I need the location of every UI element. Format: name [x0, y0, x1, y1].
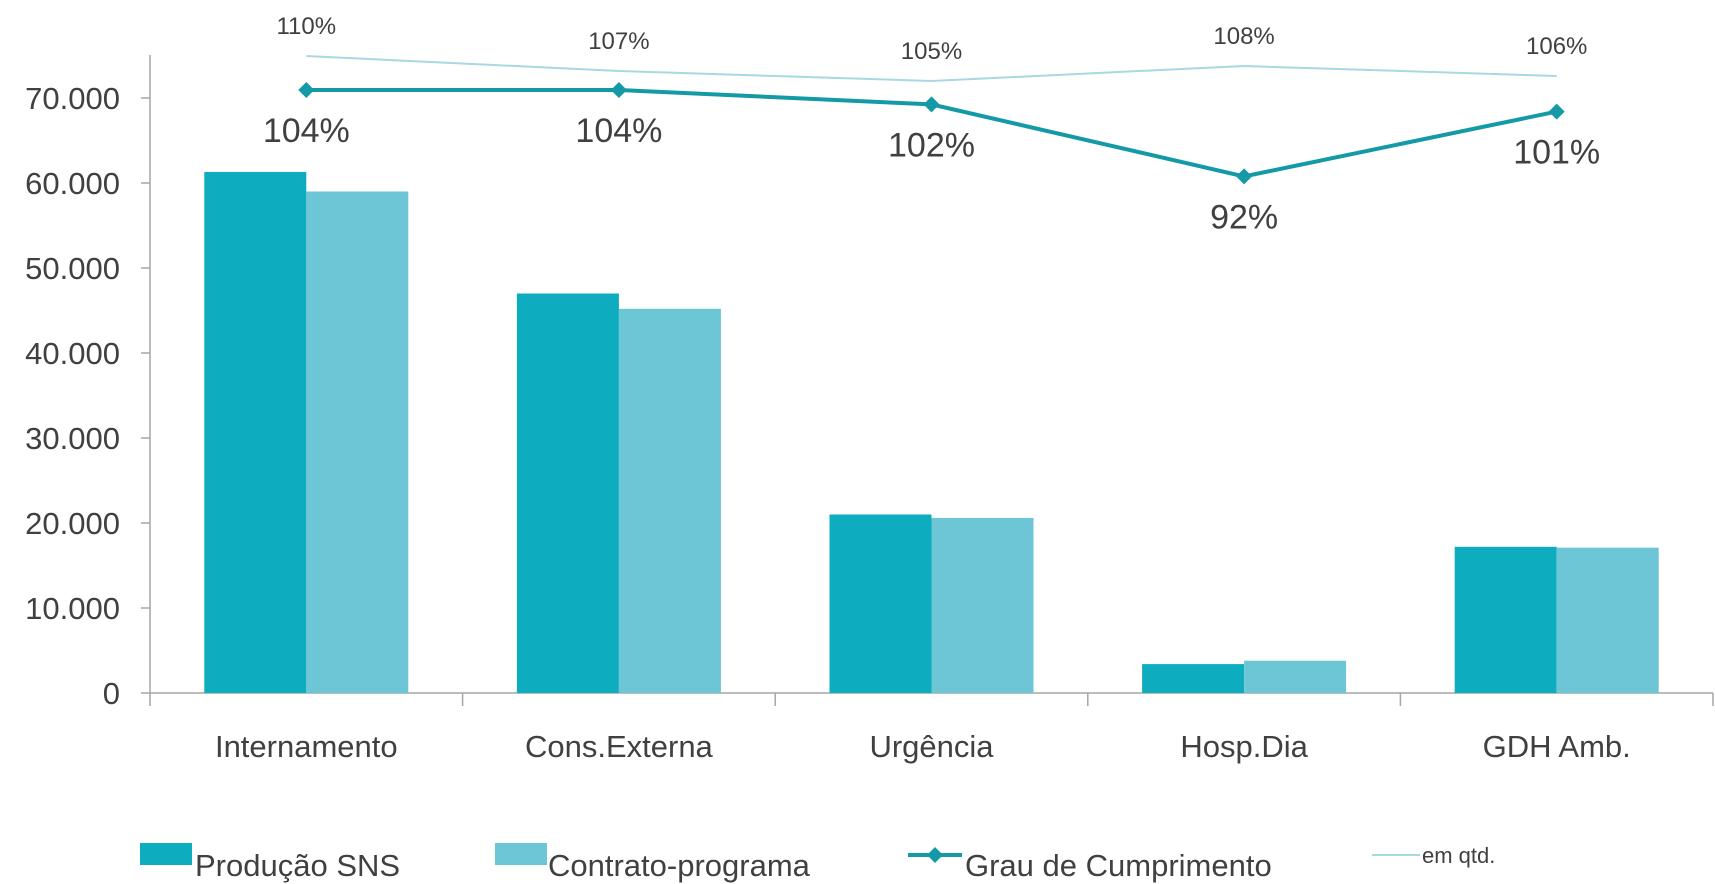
bar	[1244, 660, 1347, 693]
legend-label-grau: Grau de Cumprimento	[965, 848, 1272, 883]
line-point	[1548, 103, 1565, 120]
grau-label: 92%	[1210, 198, 1278, 236]
bar	[306, 191, 409, 693]
legend-label-em-qtd: em qtd.	[1422, 843, 1495, 868]
x-tick-label: GDH Amb.	[1483, 729, 1631, 764]
line-point	[1236, 168, 1253, 185]
y-tick-label: 70.000	[25, 81, 120, 116]
bars	[204, 171, 1659, 693]
y-tick-label: 60.000	[25, 166, 120, 201]
line-em-qtd	[306, 55, 1557, 83]
bar	[204, 171, 307, 693]
legend-marker-grau	[927, 847, 943, 863]
grau-label: 104%	[263, 112, 350, 150]
y-tick-label: 0	[103, 676, 120, 711]
bar	[829, 514, 932, 693]
x-tick-label: Internamento	[215, 729, 398, 764]
line-point	[923, 96, 940, 113]
grau-label: 101%	[1513, 134, 1600, 172]
em-qtd-label: 110%	[276, 13, 336, 40]
y-tick-label: 50.000	[25, 251, 120, 286]
legend-swatch-producao	[140, 843, 192, 865]
bar	[931, 517, 1034, 693]
legend-swatch-contrato	[495, 843, 547, 865]
bar	[516, 293, 619, 693]
legend: Produção SNS Contrato-programa Grau de Cum…	[140, 843, 1495, 883]
lines: 110% 107% 105% 108% 106% 104% 104% 102% 92% 101%	[263, 13, 1600, 236]
bar	[618, 308, 721, 693]
axes: 0 10.000 20.000 30.000 40.000 50.000 60.000 70.…	[25, 55, 1714, 764]
y-tick-label: 40.000	[25, 336, 120, 371]
em-qtd-label: 105%	[901, 38, 962, 65]
grau-label: 102%	[888, 126, 975, 164]
y-tick-label: 10.000	[25, 591, 120, 626]
em-qtd-label: 106%	[1526, 33, 1587, 60]
legend-label-contrato: Contrato-programa	[548, 848, 811, 883]
line-point	[298, 82, 315, 98]
legend-label-producao: Produção SNS	[195, 848, 400, 883]
grau-label: 104%	[575, 112, 662, 150]
em-qtd-label: 107%	[588, 28, 649, 55]
line-point	[610, 82, 627, 98]
y-tick-label: 20.000	[25, 506, 120, 541]
y-tick-label: 30.000	[25, 421, 120, 456]
x-tick-label: Hosp.Dia	[1180, 729, 1308, 764]
x-tick-label: Cons.Externa	[525, 729, 714, 764]
bar	[1556, 547, 1659, 693]
x-tick-label: Urgência	[869, 729, 994, 764]
bar	[1142, 664, 1245, 693]
em-qtd-label: 108%	[1213, 23, 1274, 50]
bar	[1454, 546, 1557, 693]
